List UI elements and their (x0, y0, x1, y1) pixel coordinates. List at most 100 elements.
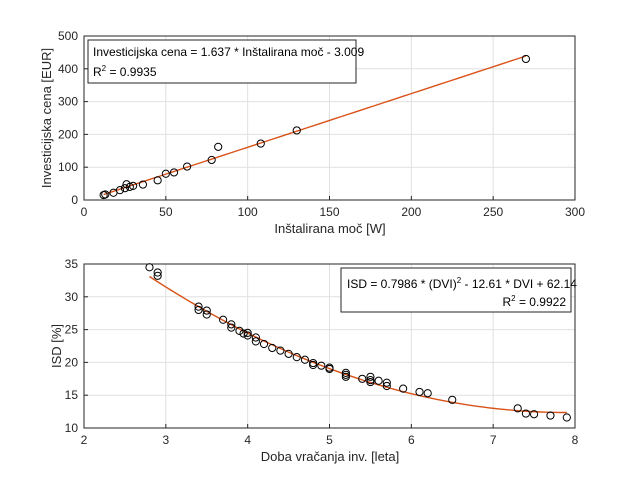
chart1-data-point (161, 169, 170, 178)
chart2-data-point (366, 372, 375, 381)
chart1-data-point (183, 162, 192, 171)
chart2-y-tick-label: 35 (65, 257, 79, 271)
chart1-data-point (256, 139, 265, 148)
chart2-data-point (382, 378, 391, 387)
chart2-data-point (202, 306, 211, 315)
chart-isd-vs-payback: 2 3 4 5 6 7 8 10 15 20 25 30 35 Doba vračanja inv. … (49, 257, 579, 464)
chart2-data-point (341, 372, 350, 381)
chart2-data-point (227, 323, 236, 332)
chart2-data-point (366, 376, 375, 385)
chart1-y-tick-label: 400 (58, 62, 78, 76)
chart1-x-tick-label: 200 (401, 205, 421, 219)
chart2-x-ticks: 2 3 4 5 6 7 8 (81, 424, 579, 447)
chart2-data-point (227, 320, 236, 329)
chart2-annotation-equation: ISD = 0.7986 * (DVI)2 - 12.61 * DVI + 62… (347, 276, 577, 291)
chart1-x-tick-label: 50 (159, 205, 173, 219)
chart2-data-point (309, 360, 318, 370)
chart2-data-point (276, 346, 285, 355)
chart1-fit-line (103, 55, 527, 196)
chart2-annotation-box (340, 267, 572, 313)
chart2-x-tick-label: 8 (572, 433, 579, 447)
chart1-data-point (129, 181, 138, 190)
chart2-data-point (529, 410, 539, 419)
chart2-x-tick-label: 2 (81, 433, 88, 447)
chart2-data-point (423, 389, 432, 398)
chart2-data-point (513, 404, 522, 413)
chart1-data-point (521, 54, 531, 64)
chart2-data-point (341, 370, 350, 379)
chart1-x-tick-label: 150 (319, 205, 339, 219)
chart1-fit-layer (103, 55, 527, 196)
chart1-data-point (120, 184, 130, 193)
chart2-data-point (259, 339, 269, 349)
chart1-data-point (101, 190, 110, 199)
chart2-data-point (202, 310, 211, 319)
chart1-y-tick-label: 200 (58, 127, 78, 141)
chart2-y-tick-label: 15 (65, 388, 79, 402)
chart1-annotation-box (87, 39, 357, 84)
chart2-x-tick-label: 4 (244, 433, 251, 447)
chart2-data-point (300, 355, 310, 364)
chart2-data-point (284, 349, 293, 358)
chart2-data-point (562, 413, 571, 422)
chart1-points-layer (99, 54, 531, 200)
chart2-data-point (382, 381, 391, 391)
chart2-x-tick-label: 5 (326, 433, 333, 447)
chart2-data-point (243, 328, 252, 337)
chart1-y-axis-label: Investicijska cena [EUR] (39, 48, 54, 188)
chart2-x-tick-label: 7 (490, 433, 497, 447)
chart1-x-tick-label: 0 (81, 205, 88, 219)
chart1-x-ticks: 0 50 100 150 200 250 300 (81, 196, 585, 219)
chart1-data-point (214, 142, 223, 151)
chart2-x-axis-label: Doba vračanja inv. [leta] (261, 449, 400, 464)
chart1-y-tick-label: 100 (58, 160, 78, 174)
chart2-y-ticks: 10 15 20 25 30 35 (65, 257, 88, 435)
chart2-data-point (325, 364, 334, 374)
chart1-data-point (115, 186, 125, 195)
chart2-data-point (268, 343, 277, 353)
chart1-annotation-r2: R2 = 0.9935 (93, 64, 157, 79)
chart1-x-axis-label: Inštalirana moč [W] (274, 221, 385, 236)
chart2-data-point (243, 331, 252, 340)
chart1-data-point (125, 182, 134, 191)
chart2-data-point (448, 395, 457, 404)
chart1-y-tick-label: 500 (58, 29, 78, 43)
chart2-y-tick-label: 30 (65, 290, 79, 304)
chart1-annotation: Investicijska cena = 1.637 * Inštalirana… (87, 39, 364, 84)
chart2-data-point (358, 374, 367, 383)
chart1-data-point (169, 168, 179, 177)
chart-investment-vs-power: 0 50 100 150 200 250 300 0 100 200 300 400 500 Inšt… (39, 29, 585, 236)
chart2-points-layer (145, 263, 571, 422)
chart2-data-point (194, 302, 203, 311)
chart1-x-tick-label: 100 (238, 205, 258, 219)
chart2-data-point (374, 376, 383, 385)
chart1-y-ticks: 0 100 200 300 400 500 (58, 29, 88, 207)
chart1-y-tick-label: 300 (58, 95, 78, 109)
chart2-x-tick-label: 6 (408, 433, 415, 447)
chart2-data-point (521, 409, 531, 418)
chart2-data-point (194, 305, 203, 315)
chart2-data-point (153, 268, 162, 277)
chart2-annotation: ISD = 0.7986 * (DVI)2 - 12.61 * DVI + 62… (340, 267, 577, 313)
chart2-y-tick-label: 25 (65, 323, 79, 337)
chart2-data-point (292, 353, 301, 362)
chart2-data-point (235, 326, 244, 336)
chart2-data-point (251, 333, 260, 342)
chart2-y-tick-label: 20 (65, 355, 79, 369)
chart1-data-point (207, 155, 216, 165)
chart1-data-point (292, 126, 301, 135)
chart1-y-tick-label: 0 (71, 193, 78, 207)
chart2-annotation-r2: R2 = 0.9922 (502, 294, 566, 309)
chart2-data-point (399, 384, 408, 393)
chart2-data-point (251, 337, 260, 346)
chart2-x-tick-label: 3 (162, 433, 169, 447)
chart2-data-point (239, 329, 248, 338)
chart2-data-point (145, 263, 154, 272)
chart2-y-axis-label: ISD [%] (49, 324, 64, 368)
chart1-x-tick-label: 250 (483, 205, 503, 219)
chart2-data-point (317, 361, 326, 370)
chart1-data-point (138, 180, 148, 189)
chart1-x-tick-label: 300 (565, 205, 585, 219)
chart2-data-point (415, 387, 424, 397)
